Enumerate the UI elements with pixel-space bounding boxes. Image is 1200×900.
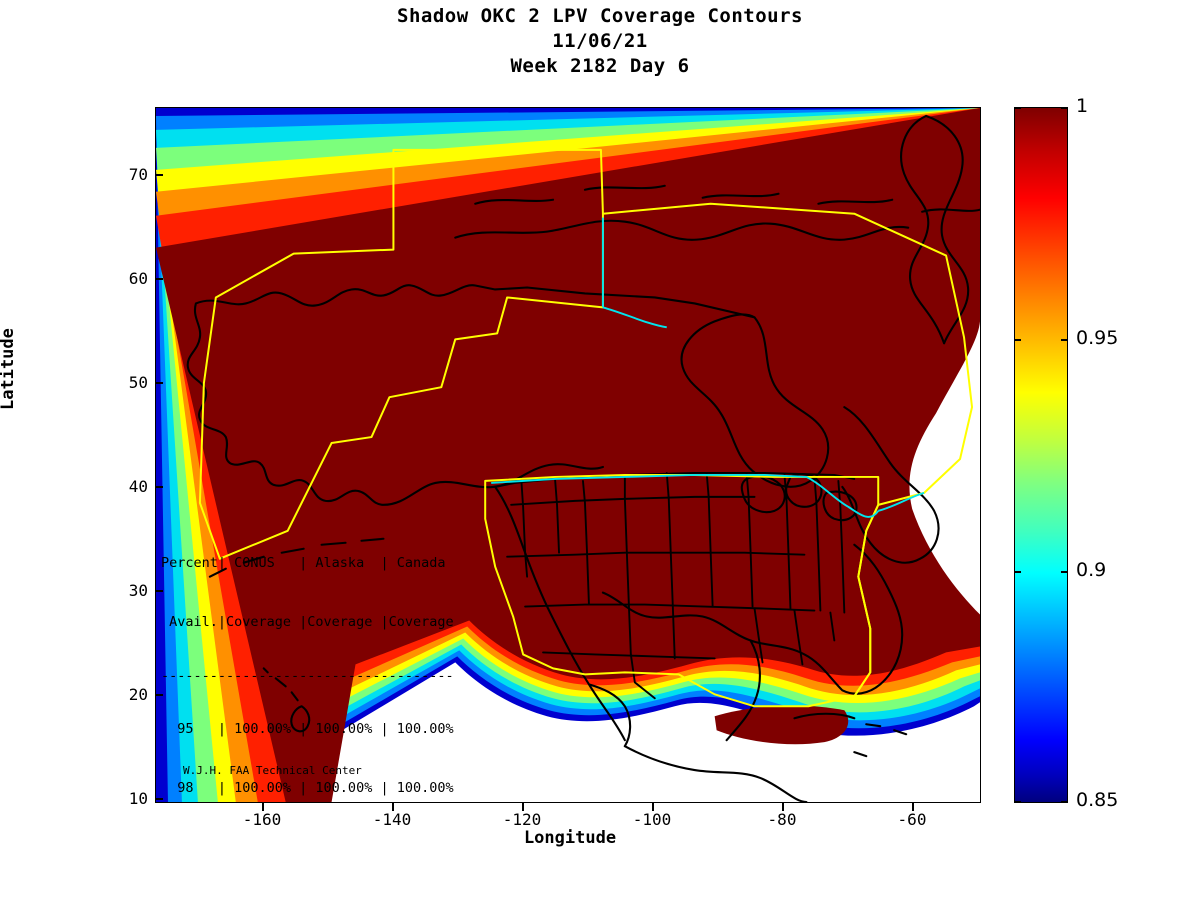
xtick-mark	[522, 803, 524, 811]
table-header-row-1: Percent| CONUS | Alaska | Canada	[161, 555, 446, 571]
ytick-mark	[155, 694, 163, 696]
title-line-2: 11/06/21	[552, 30, 648, 52]
x-axis-title: Longitude	[523, 828, 617, 848]
ytick-label: 30	[128, 581, 148, 600]
title-line-1: Shadow OKC 2 LPV Coverage Contours	[397, 5, 803, 27]
coastline-alaska	[186, 284, 756, 506]
colorbar-tick	[1061, 339, 1068, 341]
xtick-mark	[782, 803, 784, 811]
colorbar-label: 0.85	[1076, 789, 1119, 811]
service-volume-alaska	[198, 148, 604, 560]
service-volume-canada	[602, 202, 974, 697]
xtick-mark	[912, 803, 914, 811]
ytick-label: 50	[128, 373, 148, 392]
border-canada-east	[878, 491, 925, 512]
colorbar-tick	[1061, 571, 1068, 573]
colorbar-tick	[1014, 339, 1021, 341]
chart-title-block: Shadow OKC 2 LPV Coverage Contours 11/06…	[0, 4, 1200, 79]
coverage-statistics-table: Percent| CONUS | Alaska | Canada Avail.|…	[161, 515, 454, 802]
ytick-label: 60	[128, 269, 148, 288]
coastline-aleutians	[208, 537, 385, 578]
border-alaska-canada	[601, 217, 667, 329]
xtick-mark	[392, 803, 394, 811]
ytick-mark	[155, 486, 163, 488]
coastline-hudson-bay	[680, 313, 830, 488]
colorbar-label: 0.95	[1076, 327, 1119, 349]
coastline-us-west	[494, 485, 632, 748]
service-volume-group	[198, 148, 974, 708]
xtick-label: -100	[632, 810, 672, 829]
service-volume-conus	[484, 473, 880, 708]
ytick-mark	[155, 590, 163, 592]
ytick-label: 70	[128, 165, 148, 184]
table-row: 98 | 100.00% | 100.00% | 100.00%	[161, 779, 454, 796]
coverage-map-plot: Percent| CONUS | Alaska | Canada Avail.|…	[155, 107, 981, 803]
contour-band-group	[156, 108, 980, 802]
xtick-label: -60	[897, 810, 927, 829]
coastline-greenland	[900, 114, 970, 345]
coastline-hawaii	[262, 667, 311, 733]
colorbar-tick	[1014, 107, 1021, 109]
title-line-3: Week 2182 Day 6	[510, 55, 690, 77]
border-us-canada	[491, 473, 880, 518]
y-axis-title: Latitude	[0, 328, 18, 410]
ytick-mark	[155, 382, 163, 384]
ytick-label: 20	[128, 685, 148, 704]
national-border-group	[491, 217, 925, 518]
coverage-contour-canvas	[156, 108, 980, 802]
coastline-central-america	[623, 639, 808, 802]
table-row: 95 | 100.00% | 100.00% | 100.00%	[161, 721, 454, 737]
coastline-caribbean	[793, 712, 908, 758]
colorbar-tick	[1061, 107, 1068, 109]
xtick-label: -140	[372, 810, 412, 829]
colorbar-container: 1 0.95 0.9 0.85	[1014, 95, 1118, 811]
coastline-arctic	[454, 184, 980, 241]
ytick-label: 10	[128, 789, 148, 808]
credit-block: W.J.H. FAA Technical Center WAAS Test Te…	[183, 736, 362, 802]
credit-line-1: W.J.H. FAA Technical Center	[183, 764, 362, 777]
ytick-mark	[155, 798, 163, 800]
coastline-us-east	[601, 543, 904, 695]
colorbar-label: 1	[1076, 95, 1089, 117]
ytick-label: 40	[128, 477, 148, 496]
xtick-label: -120	[502, 810, 542, 829]
colorbar-label: 0.9	[1076, 559, 1107, 581]
xtick-label: -80	[767, 810, 797, 829]
ytick-mark	[155, 278, 163, 280]
colorbar-tick	[1061, 801, 1068, 803]
table-header-row-2: Avail.|Coverage |Coverage |Coverage	[161, 613, 454, 630]
colorbar-gradient	[1014, 107, 1068, 803]
xtick-mark	[262, 803, 264, 811]
table-separator: ------------------------------------	[161, 668, 454, 684]
colorbar-tick	[1014, 571, 1021, 573]
xtick-label: -160	[242, 810, 282, 829]
xtick-mark	[652, 803, 654, 811]
ytick-mark	[155, 174, 163, 176]
colorbar-tick	[1014, 801, 1021, 803]
contour-band-1.0	[156, 108, 980, 802]
